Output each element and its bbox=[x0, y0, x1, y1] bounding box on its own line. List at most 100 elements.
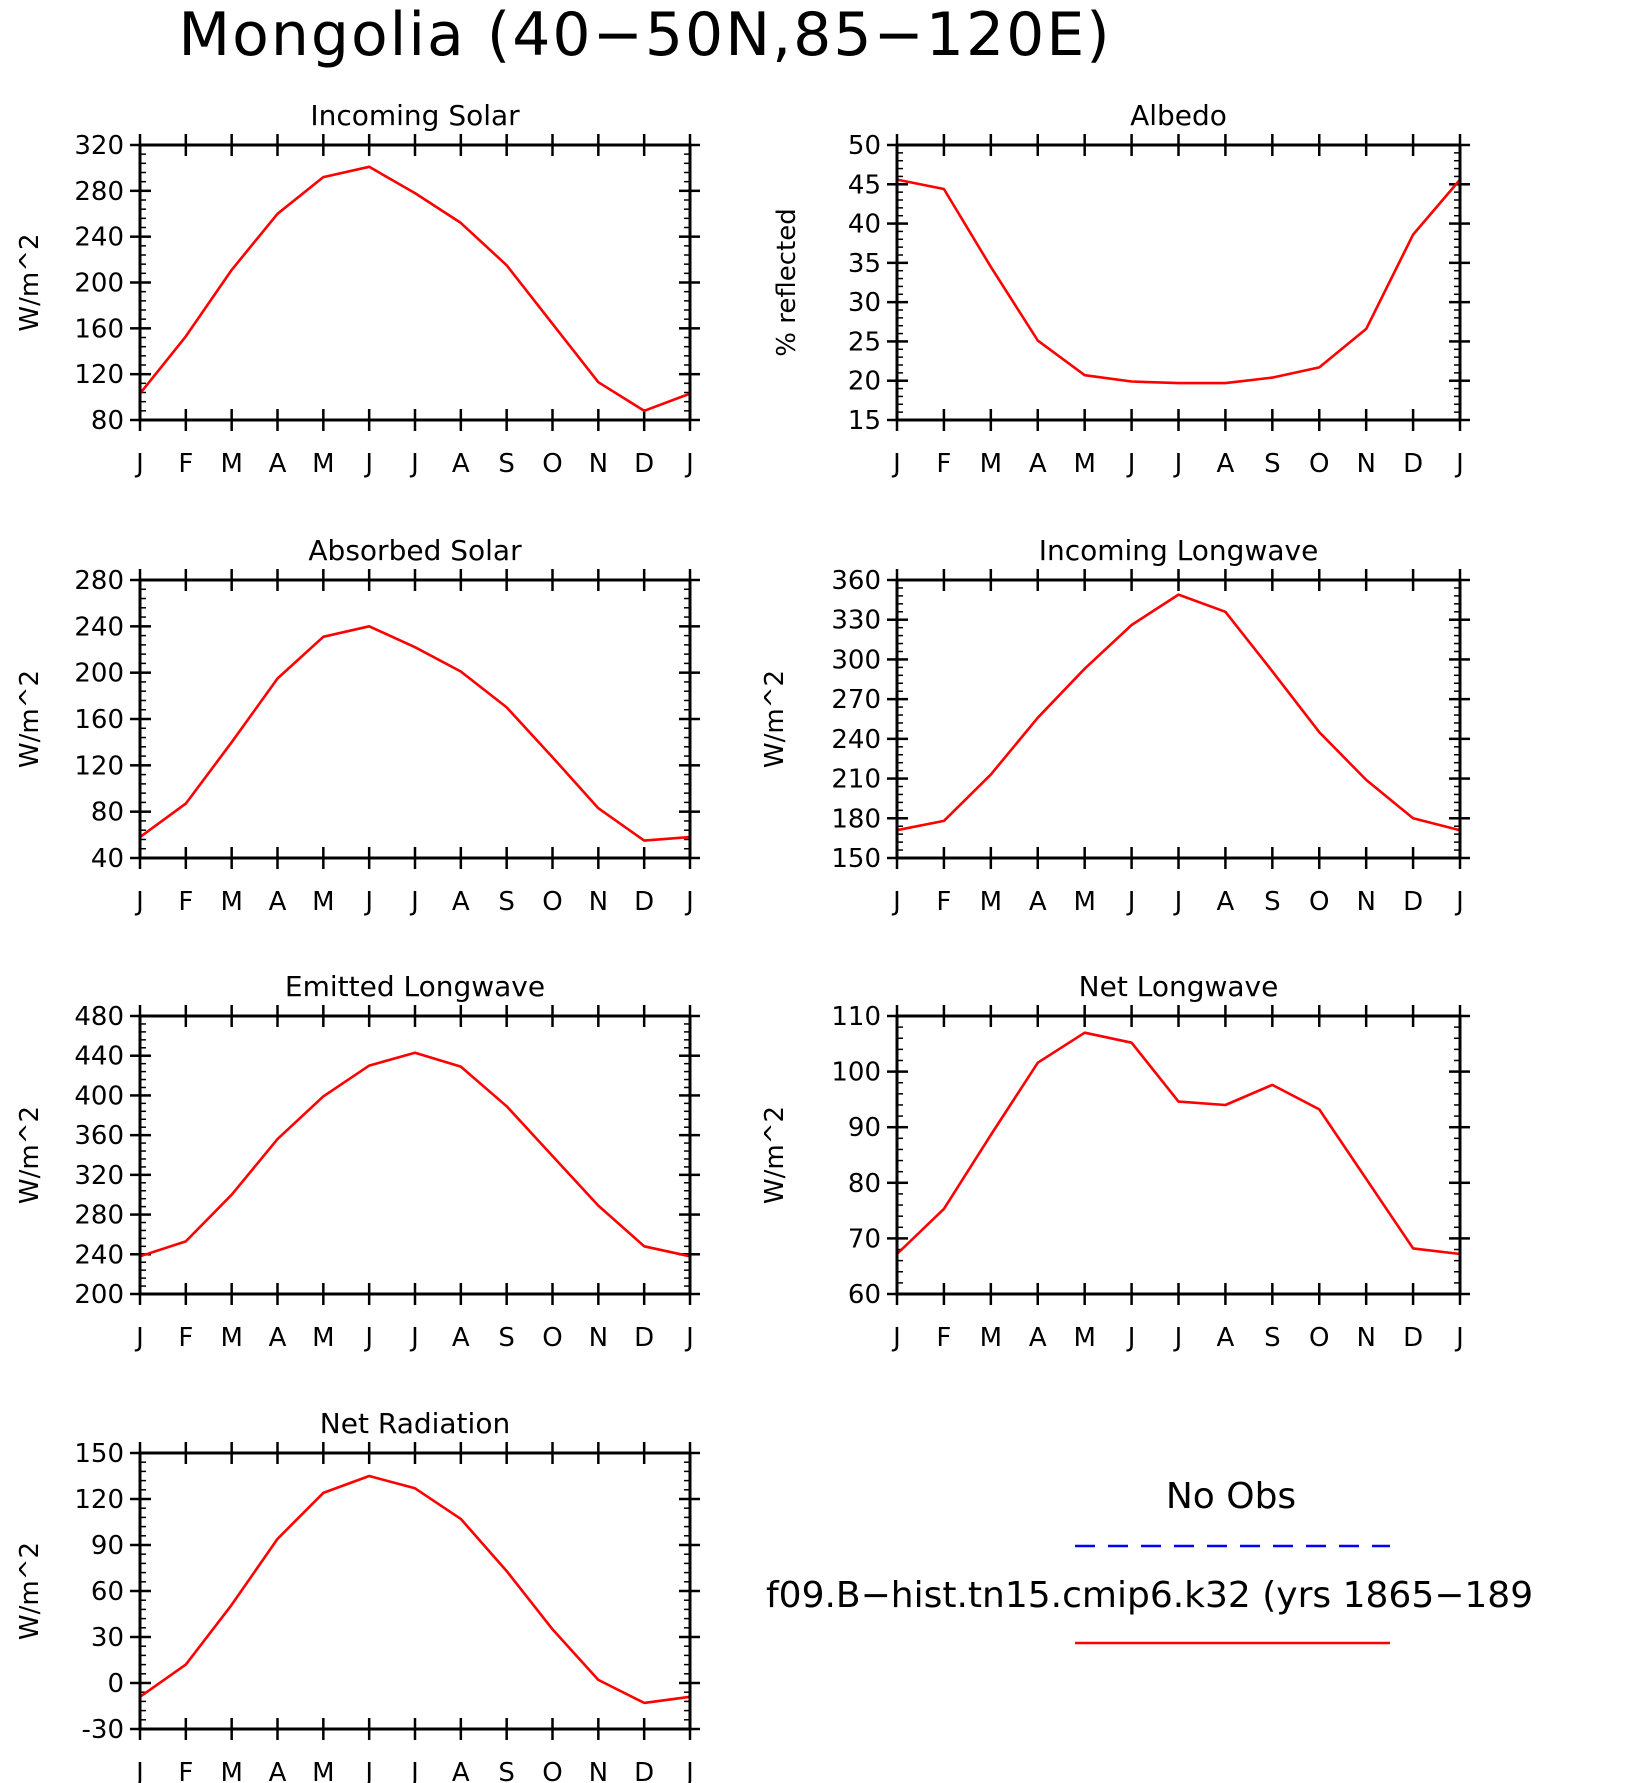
x-tick-label: J bbox=[684, 1323, 694, 1353]
y-tick-label: 35 bbox=[848, 249, 881, 279]
x-tick-label: N bbox=[589, 1323, 608, 1353]
x-tick-label: S bbox=[498, 887, 515, 917]
y-tick-label: 150 bbox=[74, 1439, 124, 1469]
chart-panel: Incoming Solar W/m^2 80 120 160 200 240 280 320 J… bbox=[15, 99, 700, 479]
x-tick-label: S bbox=[1264, 1323, 1281, 1353]
x-tick-label: J bbox=[409, 1323, 419, 1353]
y-tick-label: 440 bbox=[74, 1042, 124, 1072]
y-tick-label: 50 bbox=[848, 131, 881, 161]
net-longwave-plot-frame bbox=[895, 1014, 1462, 1296]
legend-obs-label: No Obs bbox=[1166, 1476, 1296, 1517]
x-tick-label: S bbox=[498, 449, 515, 479]
x-tick-label: A bbox=[1217, 449, 1235, 479]
incoming-longwave-ylabel: W/m^2 bbox=[760, 670, 790, 768]
chart-panel: Absorbed Solar W/m^2 40 80 120 160 200 240 280 J F… bbox=[15, 534, 700, 917]
incoming-longwave-series-line bbox=[896, 593, 1461, 832]
x-tick-label: F bbox=[936, 449, 951, 479]
absorbed-solar-series-line bbox=[139, 624, 691, 842]
x-tick-label: M bbox=[980, 1323, 1002, 1353]
incoming-solar-plot-frame bbox=[138, 143, 692, 422]
x-tick-label: J bbox=[684, 449, 694, 479]
x-tick-label: N bbox=[1356, 449, 1375, 479]
y-tick-label: 0 bbox=[107, 1669, 124, 1699]
y-tick-label: 160 bbox=[74, 705, 124, 735]
x-tick-label: J bbox=[1173, 887, 1183, 917]
y-tick-label: 320 bbox=[74, 1161, 124, 1191]
x-tick-label: A bbox=[269, 449, 287, 479]
x-tick-label: M bbox=[220, 887, 242, 917]
y-tick-label: 240 bbox=[831, 725, 881, 755]
x-tick-label: D bbox=[1403, 449, 1423, 479]
incoming-solar-title: Incoming Solar bbox=[310, 99, 520, 132]
x-tick-label: J bbox=[363, 887, 373, 917]
x-tick-label: F bbox=[178, 1758, 193, 1783]
y-tick-label: 400 bbox=[74, 1081, 124, 1111]
x-tick-label: M bbox=[1073, 449, 1095, 479]
y-tick-label: 100 bbox=[831, 1058, 881, 1088]
x-tick-label: D bbox=[634, 1758, 654, 1783]
y-tick-label: 20 bbox=[848, 367, 881, 397]
x-tick-label: O bbox=[542, 449, 562, 479]
y-tick-label: 120 bbox=[74, 751, 124, 781]
y-tick-label: -30 bbox=[82, 1715, 124, 1745]
net-radiation-plot-frame bbox=[138, 1451, 692, 1731]
x-tick-label: J bbox=[409, 887, 419, 917]
y-tick-label: 60 bbox=[91, 1577, 124, 1607]
x-tick-label: M bbox=[312, 449, 334, 479]
x-tick-label: F bbox=[936, 887, 951, 917]
y-tick-label: 30 bbox=[91, 1623, 124, 1653]
y-tick-label: 110 bbox=[831, 1002, 881, 1032]
x-tick-label: N bbox=[1356, 1323, 1375, 1353]
x-tick-label: J bbox=[891, 449, 901, 479]
x-tick-label: J bbox=[891, 887, 901, 917]
y-tick-label: 180 bbox=[831, 804, 881, 834]
x-tick-label: M bbox=[312, 887, 334, 917]
net-longwave-ylabel: W/m^2 bbox=[760, 1106, 790, 1204]
x-tick-label: F bbox=[178, 449, 193, 479]
x-tick-label: O bbox=[542, 1758, 562, 1783]
x-tick-label: J bbox=[134, 1323, 144, 1353]
x-tick-label: D bbox=[634, 1323, 654, 1353]
y-tick-label: 150 bbox=[831, 844, 881, 874]
x-tick-label: M bbox=[220, 449, 242, 479]
x-tick-label: D bbox=[634, 887, 654, 917]
x-tick-label: A bbox=[1217, 1323, 1235, 1353]
y-tick-label: 120 bbox=[74, 360, 124, 390]
x-tick-label: M bbox=[312, 1758, 334, 1783]
albedo-ylabel: % reflected bbox=[772, 208, 802, 356]
x-tick-label: D bbox=[1403, 887, 1423, 917]
albedo-title: Albedo bbox=[1130, 99, 1227, 132]
y-tick-label: 280 bbox=[74, 1201, 124, 1231]
x-tick-label: A bbox=[452, 1758, 470, 1783]
x-tick-label: M bbox=[312, 1323, 334, 1353]
chart-panel: Incoming Longwave W/m^2 150 180 210 240 270 300… bbox=[760, 534, 1470, 917]
x-tick-label: J bbox=[1126, 887, 1136, 917]
x-tick-label: N bbox=[589, 1758, 608, 1783]
legend: No Obs f09.B−hist.tn15.cmip6.k32 (yrs 18… bbox=[766, 1476, 1533, 1645]
x-tick-label: M bbox=[1073, 887, 1095, 917]
y-tick-label: 30 bbox=[848, 288, 881, 318]
x-tick-label: A bbox=[452, 449, 470, 479]
y-tick-label: 280 bbox=[74, 177, 124, 207]
y-tick-label: 320 bbox=[74, 131, 124, 161]
emitted-longwave-plot-frame bbox=[138, 1014, 692, 1296]
chart-panel: Emitted Longwave W/m^2 200 240 280 320 360 400 4… bbox=[15, 970, 700, 1353]
x-tick-label: J bbox=[1454, 887, 1464, 917]
x-tick-label: J bbox=[134, 449, 144, 479]
incoming-solar-ylabel: W/m^2 bbox=[15, 233, 45, 331]
incoming-longwave-title: Incoming Longwave bbox=[1039, 534, 1319, 567]
absorbed-solar-ylabel: W/m^2 bbox=[15, 670, 45, 768]
chart-panels: Incoming SolarW/m^280120160200240280320J… bbox=[15, 99, 1470, 1783]
x-tick-label: S bbox=[1264, 887, 1281, 917]
emitted-longwave-title: Emitted Longwave bbox=[285, 970, 545, 1003]
x-tick-label: N bbox=[589, 449, 608, 479]
x-tick-label: A bbox=[1029, 1323, 1047, 1353]
y-tick-label: 80 bbox=[91, 406, 124, 436]
y-tick-label: 40 bbox=[91, 844, 124, 874]
y-tick-label: 270 bbox=[831, 685, 881, 715]
x-tick-label: O bbox=[1309, 887, 1329, 917]
y-tick-label: 40 bbox=[848, 210, 881, 240]
x-tick-label: O bbox=[542, 887, 562, 917]
